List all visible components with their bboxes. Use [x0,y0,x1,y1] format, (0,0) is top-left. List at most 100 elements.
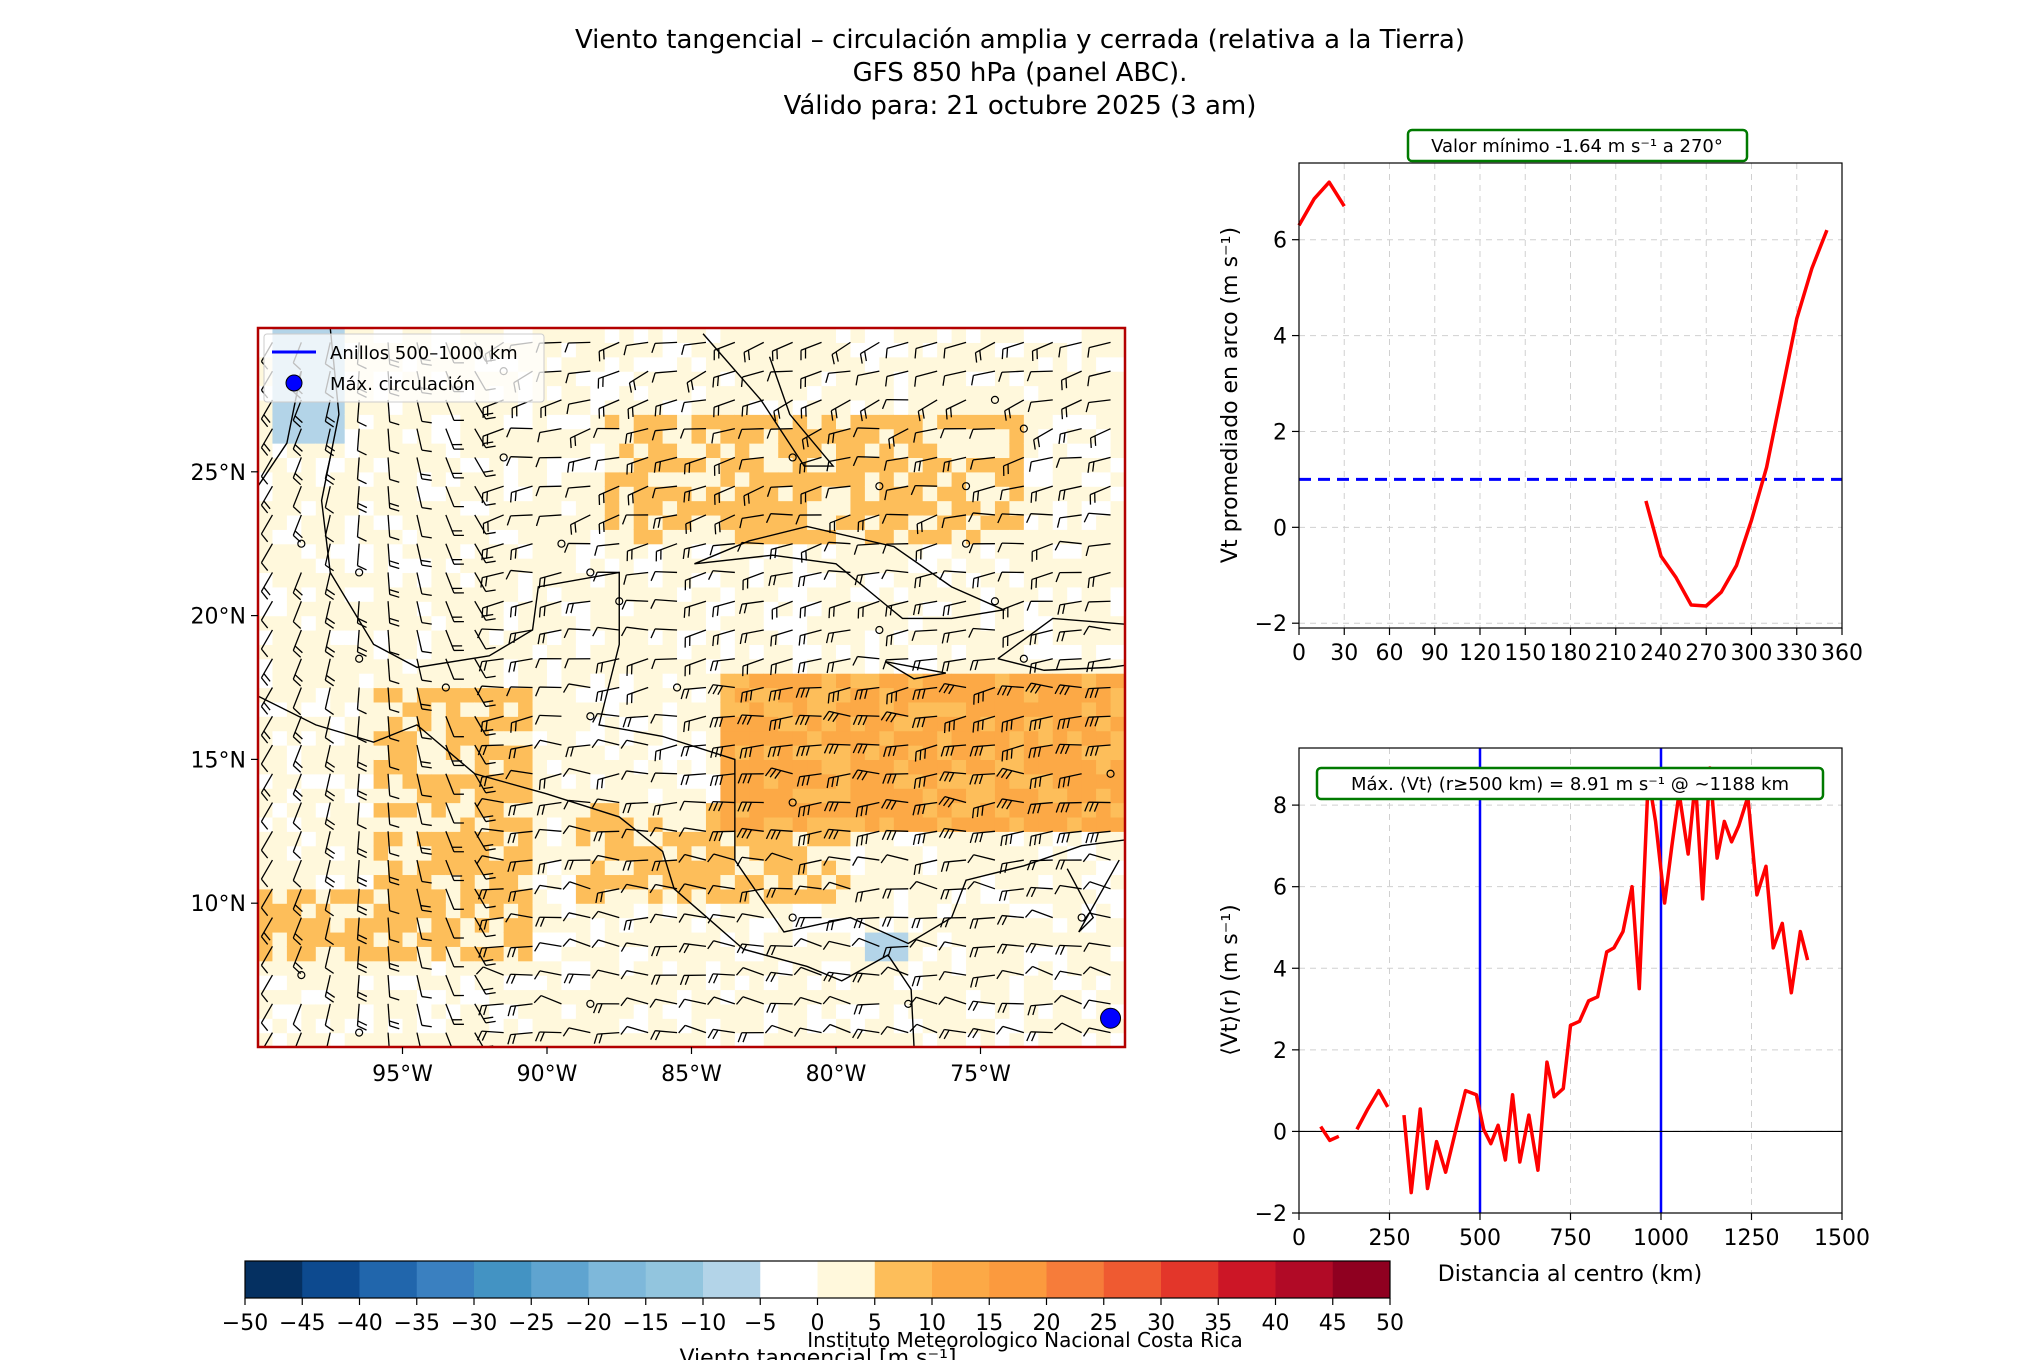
map-cell [692,961,707,976]
map-cell [1111,414,1126,429]
x-tick-label: 360 [1821,641,1863,666]
map-cell [388,918,403,933]
map-cell [446,731,461,746]
map-cell [749,472,764,487]
y-tick-label: 8 [1273,794,1287,819]
map-cell [692,788,707,803]
map-cell [995,759,1010,774]
map-xtick-label: 80°W [806,1062,867,1087]
map-cell [778,1033,793,1048]
map-cell [345,486,360,501]
map-cell [460,644,475,659]
map-cell [865,989,880,1004]
map-cell [272,961,287,976]
colorbar-cell [646,1261,704,1298]
map-cell [388,803,403,818]
map-cell [822,544,837,559]
map-y-ticks: 10°N15°N20°N25°N [191,461,258,917]
map-cell [374,1018,389,1033]
map-cell [807,1004,822,1019]
map-cell [706,357,721,372]
map-cell [807,386,822,401]
map-cell [850,946,865,961]
map-cell [937,932,952,947]
map-cell [1038,702,1053,717]
map-cell [330,702,345,717]
map-cell [749,457,764,472]
map-cell [403,961,418,976]
map-cell [692,1004,707,1019]
map-cell [1067,889,1082,904]
map-cell [1024,472,1039,487]
map-cell [908,1033,923,1048]
map-cell [894,759,909,774]
map-cell [431,846,446,861]
map-cell [894,817,909,832]
map-cell [793,903,808,918]
map-cell [1038,1033,1053,1048]
map-cell [981,644,996,659]
map-cell [590,731,605,746]
map-cell [590,1018,605,1033]
colorbar-cell [245,1261,303,1298]
map-cell [894,831,909,846]
map-cell [822,903,837,918]
map-cell [966,788,981,803]
map-cell [345,457,360,472]
map-cell [590,501,605,516]
map-cell [330,716,345,731]
y-tick-label: 6 [1273,229,1287,254]
map-cell [330,429,345,444]
map-cell [460,860,475,875]
map-cell [518,673,533,688]
map-cell [778,774,793,789]
map-cell [460,587,475,602]
map-cell [865,774,880,789]
map-cell [981,702,996,717]
map-cell [648,731,663,746]
map-cell [460,486,475,501]
map-cell [576,989,591,1004]
map-cell [345,688,360,703]
map-cell [576,357,591,372]
map-cell [374,587,389,602]
map-cell [1096,702,1111,717]
map-cell [923,472,938,487]
map-cell [1111,587,1126,602]
map-cell [1096,860,1111,875]
map-cell [475,731,490,746]
map-cell [764,688,779,703]
map-cell [1053,803,1068,818]
map-cell [489,903,504,918]
map-cell [619,961,634,976]
map-cell [692,831,707,846]
map-cell [879,1004,894,1019]
map-cell [778,932,793,947]
map-cell [301,529,316,544]
map-cell [489,443,504,458]
map-cell [706,874,721,889]
map-cell [475,414,490,429]
map-cell [533,946,548,961]
map-cell [952,486,967,501]
map-cell [403,486,418,501]
map-cell [807,889,822,904]
map-cell [692,889,707,904]
map-cell [388,688,403,703]
map-cell [981,961,996,976]
map-cell [431,1033,446,1048]
map-cell [330,759,345,774]
map-cell [908,903,923,918]
map-cell [374,918,389,933]
map-cell [894,400,909,415]
map-cell [576,918,591,933]
map-cell [403,874,418,889]
map-cell [735,616,750,631]
map-cell [966,731,981,746]
map-cell [865,702,880,717]
map-cell [605,975,620,990]
map-cell [634,745,649,760]
map-cell [1053,702,1068,717]
map-cell [807,328,822,343]
x-tick-label: 250 [1369,1226,1411,1251]
